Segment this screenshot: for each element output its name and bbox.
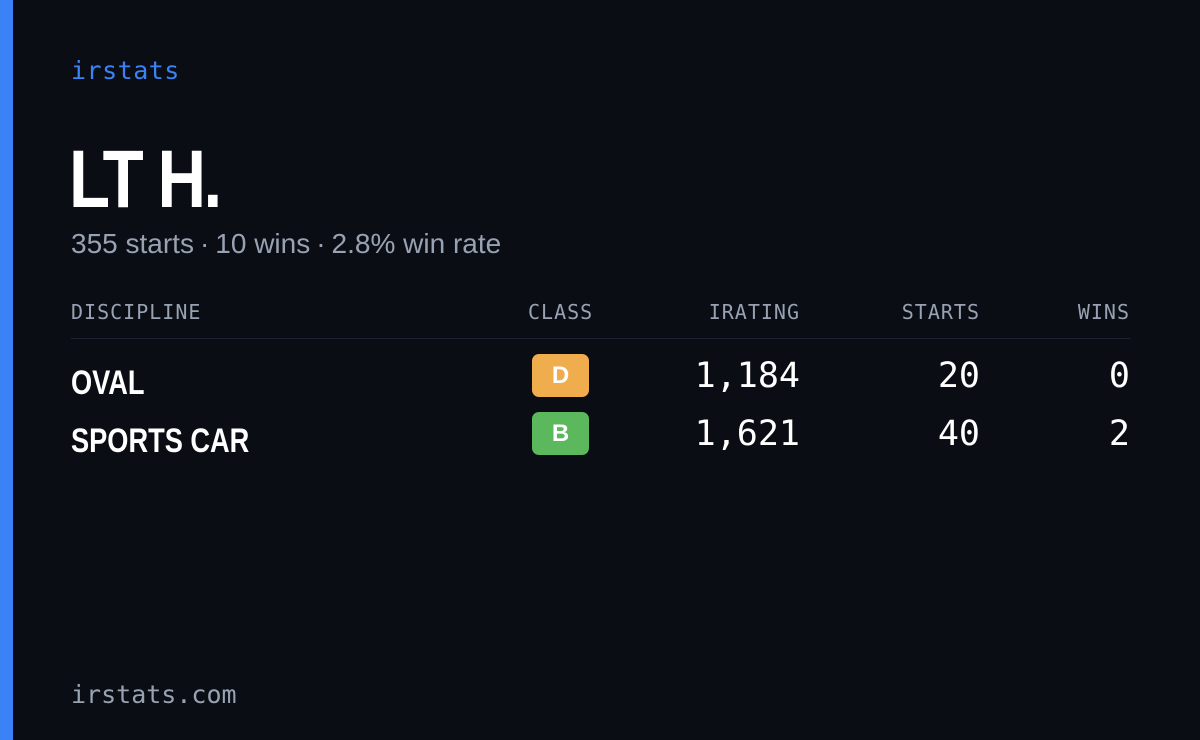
summary-separator: ·	[199, 228, 210, 259]
accent-bar	[0, 0, 13, 740]
class-badge: D	[532, 354, 589, 397]
header-wins: WINS	[1077, 300, 1130, 324]
discipline-name: OVAL	[71, 364, 145, 402]
starts-value: 20	[937, 356, 980, 396]
table-header: DISCIPLINE CLASS IRATING STARTS WINS	[71, 300, 1130, 339]
discipline-name: SPORTS CAR	[71, 422, 250, 460]
starts-value: 40	[937, 414, 980, 454]
driver-name: LT H.	[69, 134, 222, 225]
driver-summary: 355 starts · 10 wins · 2.8% win rate	[71, 228, 501, 260]
brand-logo-text: irstats	[71, 56, 180, 85]
header-starts: STARTS	[901, 300, 980, 324]
wins-value: 2	[1108, 414, 1130, 454]
footer-domain: irstats.com	[71, 680, 237, 709]
class-badge: B	[532, 412, 589, 455]
header-irating: IRATING	[708, 300, 800, 324]
summary-starts: 355 starts	[71, 228, 194, 259]
summary-wins: 10 wins	[215, 228, 311, 259]
irating-value: 1,184	[694, 356, 800, 396]
irating-value: 1,621	[694, 414, 800, 454]
summary-separator: ·	[316, 228, 326, 259]
summary-win-rate: 2.8% win rate	[331, 228, 502, 259]
table-row: OVAL D 1,184 20 0	[71, 354, 1130, 404]
header-discipline: DISCIPLINE	[71, 300, 202, 324]
header-class: CLASS	[528, 300, 594, 324]
wins-value: 0	[1108, 356, 1130, 396]
table-row: SPORTS CAR B 1,621 40 2	[71, 412, 1130, 462]
